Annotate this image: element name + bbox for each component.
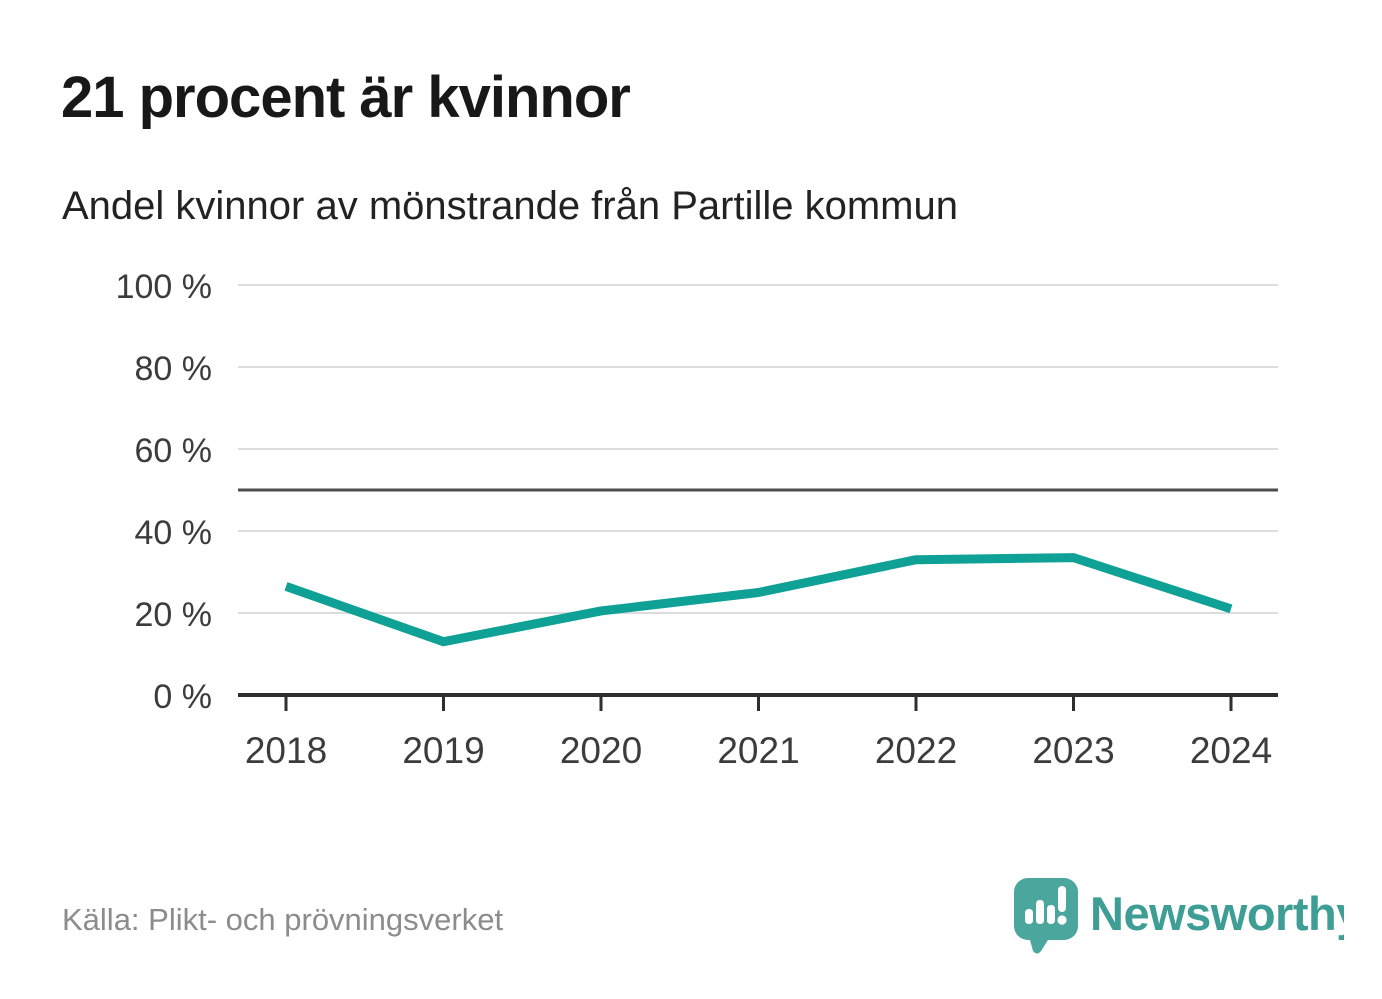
- y-tick-label: 40 %: [135, 514, 213, 552]
- brand-wordmark: Newsworthy: [1090, 887, 1344, 940]
- y-tick-label: 100 %: [116, 268, 212, 306]
- x-tick-label: 2019: [402, 730, 484, 771]
- exclamation-dot: [1057, 915, 1067, 925]
- source-caption: Källa: Plikt- och prövningsverket: [62, 902, 504, 937]
- x-tick-label: 2022: [875, 730, 957, 771]
- chart-subtitle: Andel kvinnor av mönstrande från Partill…: [62, 184, 958, 228]
- newsworthy-logo-icon: [1014, 878, 1078, 954]
- x-tick-label: 2021: [717, 730, 799, 771]
- chart-title: 21 procent är kvinnor: [61, 65, 631, 130]
- exclamation-bar: [1058, 886, 1066, 912]
- y-tick-label: 0 %: [153, 678, 212, 716]
- bar-chart-glyph: [1025, 886, 1067, 925]
- data-line: [284, 553, 1233, 647]
- newsworthy-logo: Newsworthy: [1014, 878, 1344, 954]
- y-tick-label: 80 %: [135, 350, 213, 388]
- y-tick-label: 60 %: [135, 432, 213, 470]
- x-tick-label: 2024: [1190, 730, 1272, 771]
- x-tick-label: 2023: [1032, 730, 1114, 771]
- x-tick-label: 2020: [560, 730, 642, 771]
- x-tick-label: 2018: [245, 730, 327, 771]
- speech-bubble-shape: [1014, 878, 1078, 954]
- y-tick-label: 20 %: [135, 596, 213, 634]
